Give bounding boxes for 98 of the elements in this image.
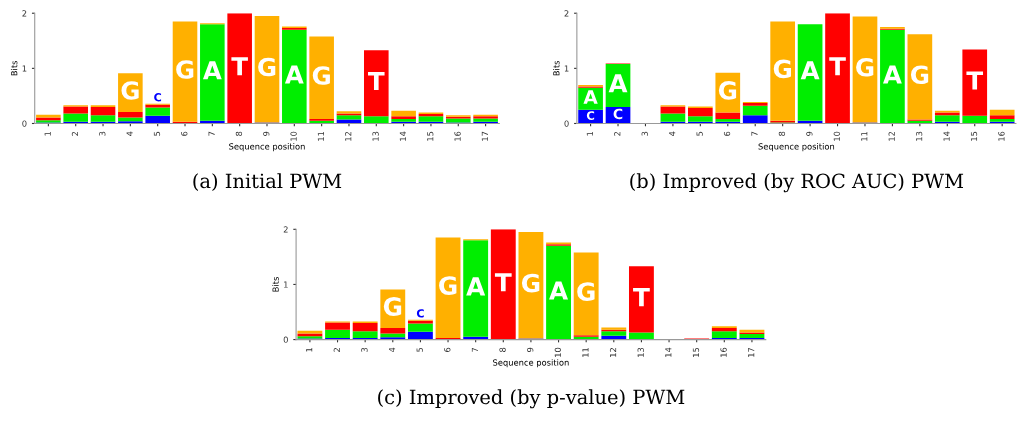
text: G (521, 273, 540, 293)
series-label: C (154, 93, 162, 102)
x-tick-label: 7 (471, 347, 478, 352)
y-axis-title: Bits (272, 277, 279, 292)
x-tick-label: 12 (345, 131, 352, 141)
text: A (284, 65, 304, 84)
x-tick-label: 8 (499, 347, 506, 352)
x-tick-label: 4 (126, 131, 133, 137)
x-axis-title: Sequence position (229, 143, 305, 152)
x-tick-label: 14 (399, 131, 406, 141)
x-tick-label: 15 (692, 347, 700, 357)
x-tick-label: 9 (527, 347, 534, 352)
series-label: C (416, 309, 424, 318)
y-tick-label: 0 (22, 120, 27, 127)
text: T (633, 288, 650, 307)
x-tick-label: 2 (71, 131, 78, 136)
x-tick-label: 14 (665, 347, 672, 357)
x-tick-label: 7 (208, 131, 215, 136)
x-tick-label: 4 (669, 131, 676, 137)
x-tick-label: 2 (333, 348, 340, 352)
x-tick-label: 5 (416, 347, 423, 352)
x-tick-label: 12 (609, 348, 617, 357)
x-tick-label: 16 (720, 347, 727, 357)
text: G (773, 59, 791, 79)
x-tick-label: 12 (888, 131, 895, 141)
x-tick-label: 4 (389, 347, 396, 353)
x-tick-label: 8 (235, 131, 243, 136)
text: A (549, 281, 569, 300)
x-tick-label: 17 (481, 131, 488, 141)
x-tick-label: 15 (970, 131, 978, 141)
x-tick-label: 16 (454, 131, 461, 141)
x-tick-label: 7 (751, 131, 758, 136)
series-label: A (583, 90, 598, 104)
x-tick-label: 10 (290, 131, 297, 141)
x-tick-label: 5 (153, 131, 161, 136)
x-tick-label: 11 (861, 131, 868, 141)
text: G (577, 282, 595, 302)
y-tick-label: 0 (283, 336, 288, 343)
x-tick-label: 1 (586, 131, 593, 136)
x-tick-label: 6 (181, 131, 188, 136)
text: G (176, 60, 194, 79)
x-tick-label: 14 (943, 131, 950, 141)
text: T (368, 72, 385, 91)
x-tick-label: 9 (806, 131, 813, 136)
x-tick-label: 11 (582, 347, 589, 357)
text: G (910, 65, 929, 85)
text: A (608, 74, 628, 93)
series-label: G (312, 66, 330, 85)
y-axis-title: Bits (10, 60, 18, 76)
x-tick-label: 6 (723, 131, 731, 136)
series-label: T (966, 71, 984, 90)
y-tick-label: 1 (22, 65, 27, 72)
x-tick-label: 5 (696, 131, 703, 136)
x-tick-label: 9 (263, 131, 270, 136)
series-label: G (439, 276, 457, 295)
y-tick-label: 2 (22, 10, 27, 17)
x-tick-label: 15 (427, 131, 434, 141)
x-tick-label: 6 (444, 347, 451, 352)
x-tick-label: 2 (614, 131, 621, 136)
text: (c) Improved (by p-value) PWM (378, 389, 685, 409)
x-tick-label: 13 (372, 131, 379, 141)
text: A (882, 65, 902, 84)
series-label: A (202, 61, 222, 80)
series-label: G (856, 57, 874, 77)
x-tick-label: 13 (637, 347, 644, 357)
x-tick-label: 3 (361, 347, 368, 352)
x-tick-label: 1 (306, 347, 313, 352)
x-tick-label: 1 (44, 131, 51, 136)
text: A (800, 61, 820, 80)
series-label: T (231, 57, 248, 76)
text: G (718, 81, 737, 100)
x-tick-label: 11 (317, 131, 324, 141)
x-tick-label: 3 (641, 131, 648, 136)
y-axis-title: Bits (553, 60, 560, 76)
y-tick-label: 1 (564, 65, 569, 72)
x-tick-label: 13 (915, 131, 923, 141)
x-axis-title: Sequence position (493, 359, 569, 368)
x-tick-label: 17 (748, 347, 755, 357)
y-tick-label: 0 (564, 120, 569, 127)
text: C (613, 108, 623, 120)
x-tick-label: 16 (998, 131, 1005, 141)
series-label: T (494, 273, 512, 292)
x-tick-label: 8 (778, 131, 786, 136)
x-tick-label: 10 (833, 131, 840, 141)
text: G (383, 297, 402, 316)
x-axis-title: Sequence position (758, 143, 835, 152)
text: G (121, 81, 139, 100)
text: G (258, 57, 276, 77)
x-tick-label: 10 (554, 347, 561, 357)
series-label: A (466, 277, 486, 296)
y-tick-label: 2 (283, 226, 288, 233)
series-label: C (586, 111, 595, 120)
text: (b) Improved (by ROC AUC) PWM (630, 173, 964, 193)
y-tick-label: 1 (284, 281, 288, 288)
text: (a) Initial PWM (193, 173, 342, 191)
x-tick-label: 3 (99, 131, 106, 136)
text: T (829, 57, 846, 76)
y-tick-label: 2 (564, 10, 569, 17)
